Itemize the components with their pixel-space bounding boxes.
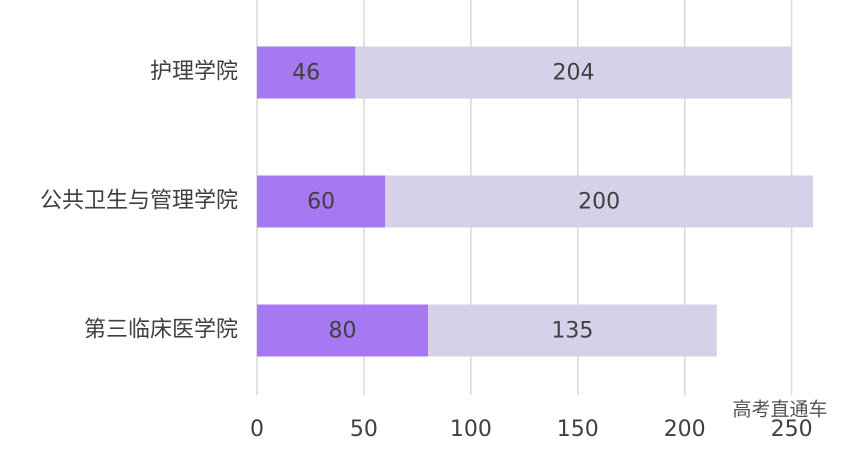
y-tick-label: 护理学院: [150, 60, 238, 85]
bar-segment: [385, 175, 813, 228]
y-tick-label: 公共卫生与管理学院: [40, 189, 238, 214]
watermark: 高考直通车: [732, 399, 827, 421]
bar-segment: [257, 175, 386, 228]
data-label: 135: [551, 319, 593, 344]
data-label: 204: [552, 61, 594, 86]
x-tick-label: 0: [250, 417, 264, 442]
bar-segment: [257, 46, 356, 99]
data-label: 60: [307, 190, 335, 215]
y-tick-label: 第三临床医学院: [84, 318, 238, 343]
bar-segment: [355, 46, 792, 99]
x-tick-label: 250: [771, 417, 813, 442]
data-label: 200: [578, 190, 620, 215]
x-tick-label: 50: [350, 417, 378, 442]
data-label: 46: [292, 61, 320, 86]
x-tick-label: 200: [664, 417, 706, 442]
bar-segment: [257, 304, 429, 357]
x-tick-label: 100: [450, 417, 492, 442]
bar-segment: [428, 304, 717, 357]
x-tick-label: 150: [557, 417, 599, 442]
data-label: 80: [329, 319, 357, 344]
